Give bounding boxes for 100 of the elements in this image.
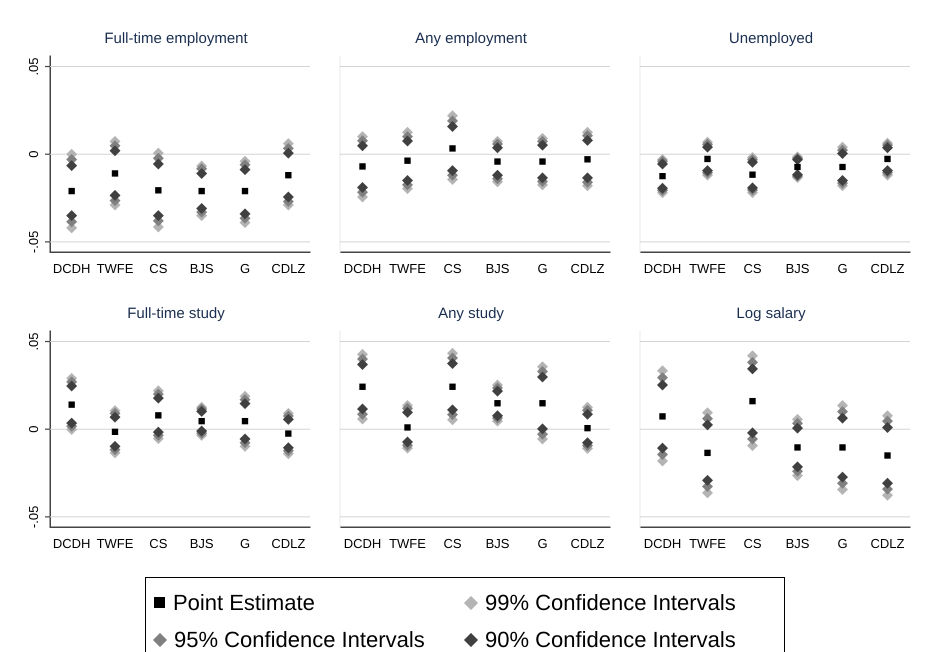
point: [537, 172, 548, 184]
point: [882, 142, 893, 154]
point: [492, 142, 503, 154]
x-tick-label: BJS: [190, 260, 214, 276]
point: [112, 428, 118, 436]
point: [66, 210, 78, 222]
point: [657, 380, 668, 391]
point: [240, 434, 250, 445]
point: [240, 208, 250, 220]
point: [359, 384, 366, 390]
point: [66, 160, 78, 172]
legend-label: 99% Confidence Intervals: [485, 590, 736, 616]
x-tick-label: TWFE: [96, 260, 134, 276]
point: [702, 142, 713, 153]
x-tick-label: G: [837, 536, 848, 551]
point: [198, 188, 205, 194]
point: [492, 410, 503, 422]
point: [196, 425, 208, 436]
x-tick-label: DCDH: [644, 536, 682, 551]
point: [285, 430, 292, 437]
x-tick-label: CS: [149, 260, 168, 276]
x-tick-label: BJS: [786, 260, 810, 276]
x-tick-label: CS: [743, 536, 762, 551]
y-tick-label: -.05: [26, 506, 42, 528]
x-tick-label: G: [537, 536, 548, 551]
point: [537, 140, 548, 151]
point: [357, 182, 368, 194]
point: [155, 187, 162, 194]
point: [152, 426, 164, 438]
x-tick-label: TWFE: [389, 536, 426, 551]
point: [657, 158, 668, 170]
x-tick-label: CDLZ: [271, 260, 306, 276]
point: [447, 404, 458, 416]
point: [242, 418, 248, 424]
x-tick-label: TWFE: [389, 260, 426, 276]
chart-title: Full-time study: [127, 305, 226, 322]
legend-label: Point Estimate: [173, 590, 315, 616]
point: [837, 148, 848, 159]
x-tick-label: CDLZ: [271, 536, 306, 551]
point: [357, 140, 368, 152]
x-tick-label: TWFE: [96, 536, 134, 551]
point: [747, 363, 758, 374]
x-tick-label: CDLZ: [870, 260, 905, 276]
point: [659, 172, 666, 180]
point: [492, 386, 503, 397]
point: [402, 136, 413, 147]
legend-label: 95% Confidence Intervals: [174, 626, 425, 652]
point: [357, 358, 368, 370]
point: [198, 418, 205, 424]
point: [282, 442, 294, 454]
point: [110, 412, 120, 423]
x-tick-label: G: [240, 536, 250, 551]
point: [537, 423, 548, 434]
point: [196, 168, 208, 179]
point: [285, 172, 292, 178]
point: [537, 371, 548, 382]
point: [584, 424, 591, 432]
point: [66, 380, 78, 392]
point: [447, 358, 458, 369]
x-tick-label: BJS: [190, 536, 214, 551]
point: [402, 436, 413, 448]
point: [282, 191, 294, 202]
point: [582, 408, 593, 420]
legend-label: 90% Confidence Intervals: [485, 626, 736, 652]
x-tick-label: CS: [743, 260, 762, 276]
x-tick-label: CS: [443, 260, 462, 276]
point: [837, 412, 848, 424]
point: [659, 413, 666, 420]
x-tick-label: CS: [443, 536, 462, 551]
x-tick-label: TWFE: [689, 536, 726, 551]
x-tick-label: TWFE: [689, 260, 726, 276]
point: [447, 120, 458, 132]
point: [152, 158, 164, 170]
point: [152, 210, 164, 222]
point: [702, 474, 713, 486]
point: [68, 401, 75, 408]
point: [155, 412, 162, 419]
point: [240, 398, 250, 410]
point: [539, 400, 546, 406]
point: [747, 156, 758, 168]
y-tick-label: 0: [26, 426, 42, 433]
point: [494, 400, 501, 406]
chart-title: Log salary: [736, 305, 806, 322]
point: [747, 427, 758, 438]
x-tick-label: CDLZ: [570, 260, 605, 276]
x-tick-label: BJS: [486, 536, 510, 551]
point: [702, 419, 713, 430]
y-tick-label: 0: [26, 150, 42, 158]
point: [837, 175, 848, 186]
point: [152, 392, 164, 404]
point: [402, 175, 413, 186]
point: [66, 418, 78, 429]
point: [240, 164, 250, 176]
x-tick-label: DCDH: [344, 536, 382, 551]
y-tick-label: .05: [26, 332, 42, 351]
chart-title: Any study: [438, 305, 504, 322]
point: [582, 172, 593, 184]
point: [404, 158, 411, 164]
x-tick-label: G: [837, 260, 848, 276]
x-tick-label: DCDH: [52, 260, 90, 276]
